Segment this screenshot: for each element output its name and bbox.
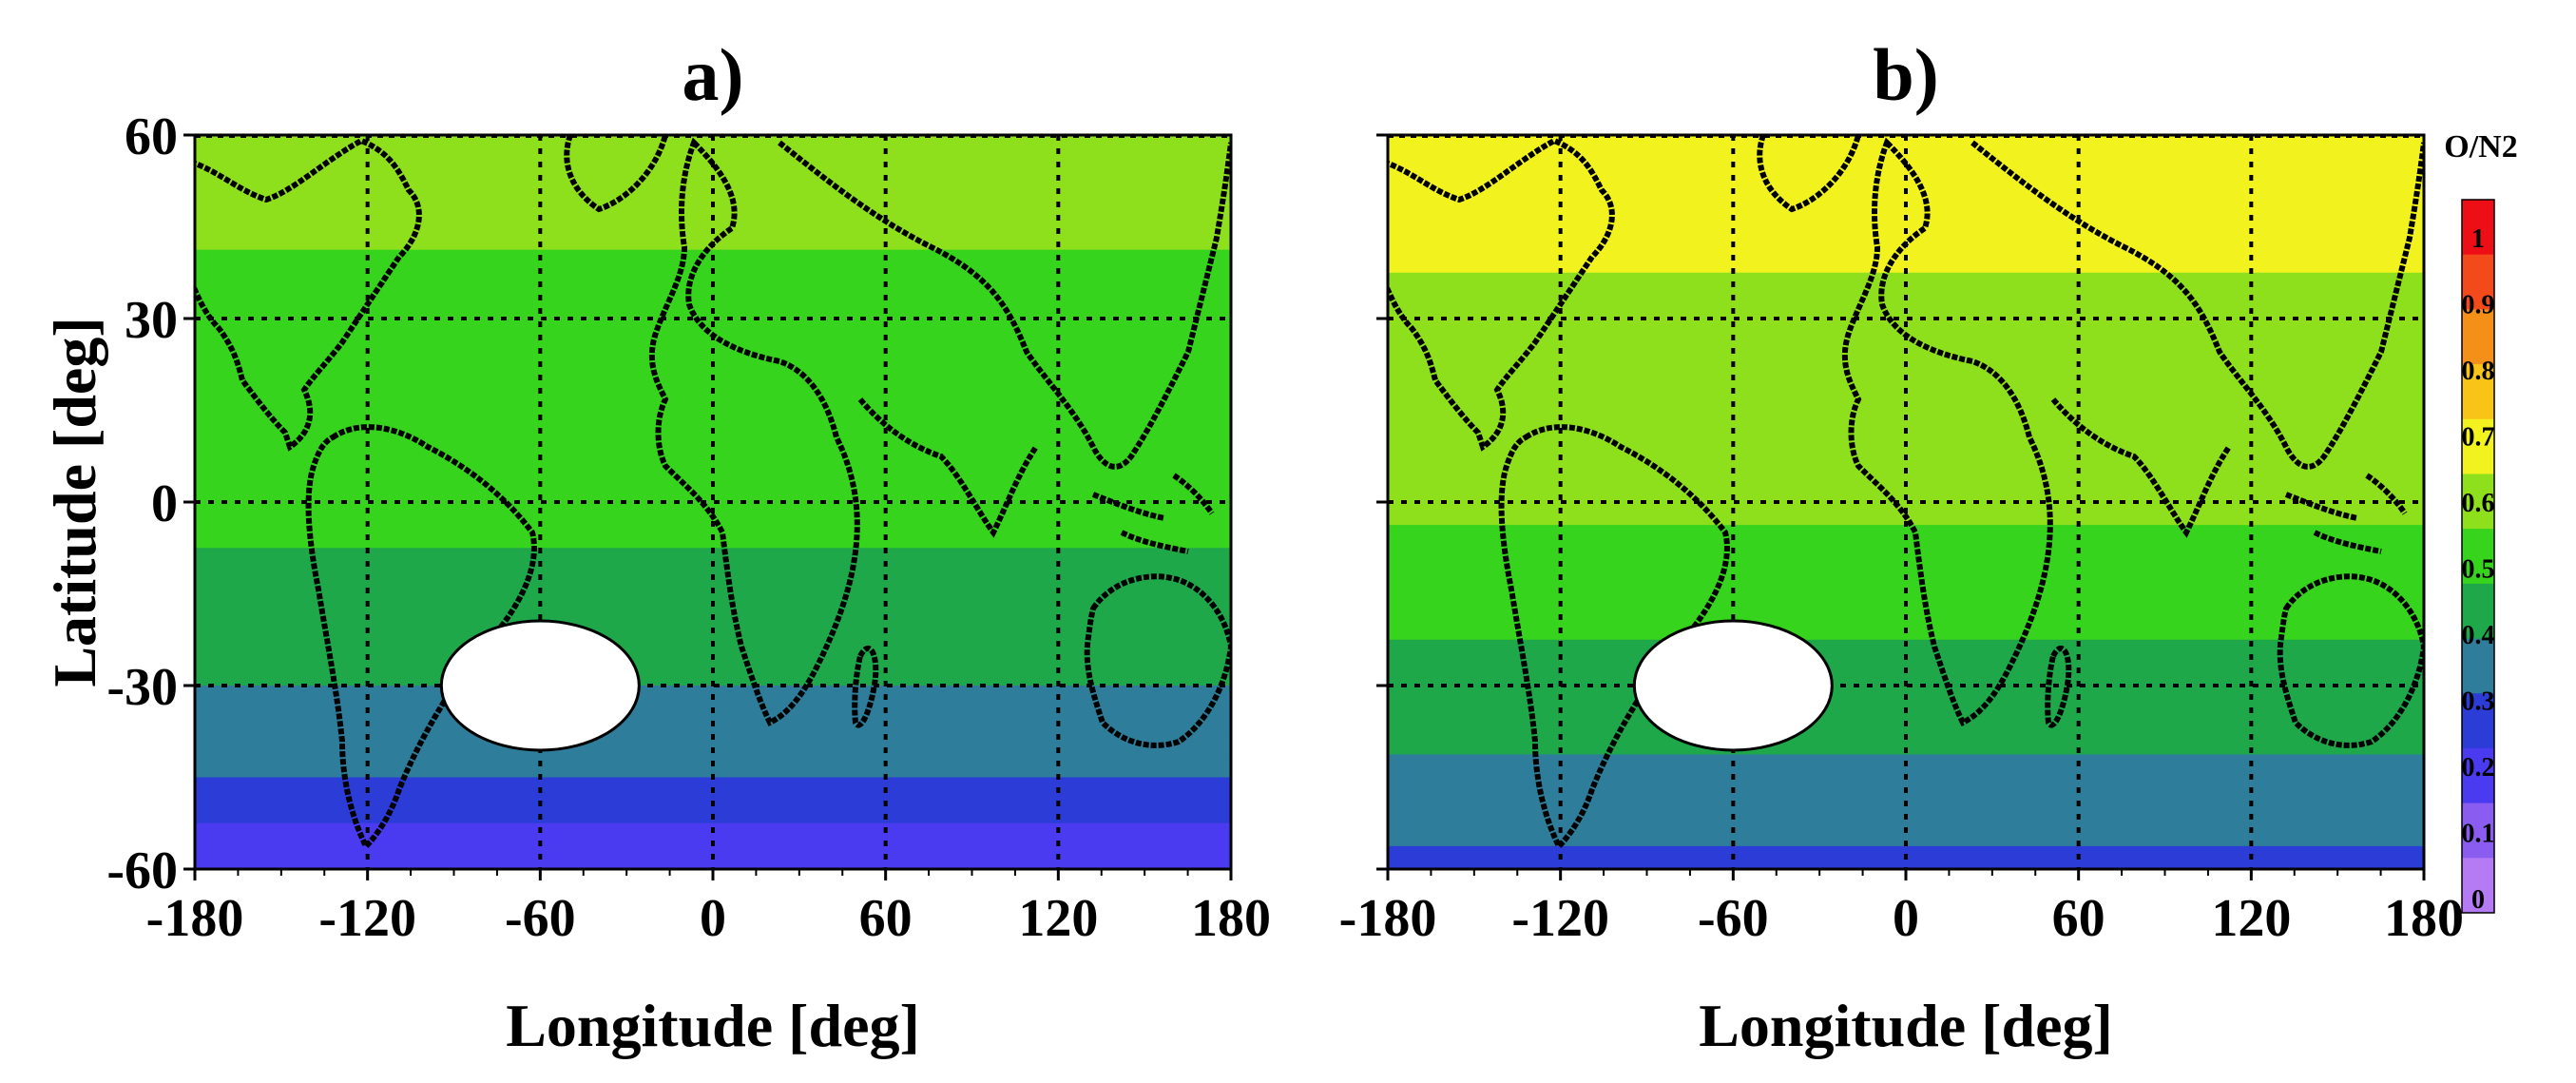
y-tick-label: -30 <box>106 658 178 717</box>
x-tick-label: 60 <box>859 889 913 948</box>
colorbar-tick-label: 0.2 <box>2462 753 2495 783</box>
colorbar-frame <box>2461 199 2495 914</box>
colorbar-tick-label: 0.5 <box>2462 555 2495 585</box>
gridlines-b <box>1388 135 2424 869</box>
colorbar-swatches <box>2461 199 2495 914</box>
colorbar-swatch <box>2462 747 2494 804</box>
colorbar-swatch <box>2462 693 2494 749</box>
x-tick-label: 120 <box>2211 889 2291 948</box>
masked-region-a <box>439 619 641 752</box>
colorbar-tick-label: 1 <box>2471 224 2485 254</box>
colorbar-title: O/N2 <box>2444 129 2517 164</box>
colorbar-swatch <box>2462 254 2494 310</box>
gridlines-a <box>195 135 1231 869</box>
heatmap-a <box>195 135 1231 869</box>
x-axis-label-a: Longitude [deg] <box>506 992 920 1059</box>
colorbar-swatch <box>2462 364 2494 420</box>
x-tick-label: 0 <box>700 889 726 948</box>
panel-title-b: b) <box>1873 33 1938 116</box>
colorbar-tick-label: 0.4 <box>2462 621 2495 650</box>
y-tick-label: -60 <box>106 841 178 900</box>
colorbar-swatch <box>2462 803 2494 859</box>
panel-b: -180 -120 -60 0 60 120 180 b) Longitude [deg] <box>1339 33 2464 1059</box>
x-tick-label: 0 <box>1893 889 1919 948</box>
panel-title-a: a) <box>682 33 744 116</box>
y-tick-label: 0 <box>151 474 178 533</box>
colorbar-tick-label: 0.6 <box>2462 489 2495 518</box>
x-tick-label: -180 <box>1339 889 1437 948</box>
x-tick-label: 120 <box>1018 889 1098 948</box>
y-axis-label-a: Latitude [deg] <box>41 317 108 687</box>
axis-ticks-a: -180 -120 -60 0 60 120 180 -60 -30 0 30 60 <box>106 107 1271 948</box>
colorbar-swatch <box>2462 474 2494 530</box>
colorbar-ticks: 0 0.1 0.2 0.3 0.4 0.5 0.6 0.7 0.8 0.9 1 <box>2462 224 2495 915</box>
x-tick-label: -180 <box>146 889 244 948</box>
colorbar-swatch <box>2462 858 2494 914</box>
colorbar-swatch <box>2462 583 2494 640</box>
colorbar-tick-label: 0.3 <box>2462 687 2495 717</box>
panel-a: -180 -120 -60 0 60 120 180 -60 -30 0 30 60 a) Longi… <box>41 33 1271 1059</box>
colorbar-tick-label: 0 <box>2471 885 2485 915</box>
axis-ticks-b: -180 -120 -60 0 60 120 180 <box>1339 133 2464 948</box>
x-tick-label: 180 <box>2384 889 2464 948</box>
y-tick-label: 30 <box>125 291 178 350</box>
heatmap-b <box>1388 135 2424 869</box>
x-tick-label: -60 <box>505 889 576 948</box>
x-tick-label: 180 <box>1191 889 1271 948</box>
masked-region-b <box>1632 619 1834 752</box>
x-tick-label: -120 <box>318 889 416 948</box>
colorbar-swatch <box>2462 309 2494 365</box>
colorbar-swatch <box>2462 638 2494 694</box>
colorbar-swatch <box>2462 200 2494 256</box>
x-axis-label-b: Longitude [deg] <box>1699 992 2113 1059</box>
colorbar-tick-label: 0.9 <box>2462 291 2495 320</box>
colorbar-tick-label: 0.1 <box>2462 820 2495 849</box>
y-tick-label: 60 <box>125 107 178 166</box>
colorbar-swatch <box>2462 418 2494 474</box>
colorbar-tick-label: 0.8 <box>2462 357 2495 386</box>
colorbar-tick-label: 0.7 <box>2462 423 2495 453</box>
colorbar-swatch <box>2462 529 2494 585</box>
x-tick-label: 60 <box>2052 889 2105 948</box>
x-tick-label: -60 <box>1698 889 1769 948</box>
colorbar: O/N2 0 0.1 0.2 0.3 0.4 0.5 0.6 0.7 0.8 0.9 1 <box>2444 129 2517 915</box>
x-tick-label: -120 <box>1511 889 1609 948</box>
